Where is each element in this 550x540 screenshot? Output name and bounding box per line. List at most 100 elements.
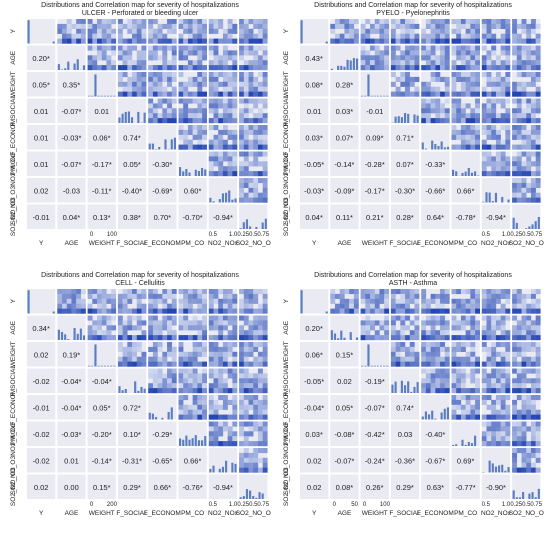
- hist2d-bin: [516, 325, 522, 331]
- hist2d-bin: [92, 325, 98, 331]
- hist2d-bin: [456, 335, 462, 341]
- hist2d-bin: [516, 289, 522, 295]
- cell-r4-c5: [178, 125, 207, 150]
- hist2d-bin: [512, 81, 518, 87]
- hist2d-bin: [243, 467, 249, 473]
- cell-r4-c2: 0.05*: [87, 395, 116, 420]
- hist2d-bin: [253, 426, 259, 432]
- hist2d-bin: [239, 368, 245, 374]
- hist2d-bin: [262, 144, 268, 150]
- hist2d-bin: [171, 330, 177, 336]
- cell-r1-c6: [208, 315, 238, 341]
- hist2d-bin: [171, 98, 177, 104]
- hist2d-bin: [495, 139, 501, 145]
- hist2d-bin: [481, 325, 487, 331]
- x-axis-label: Y: [39, 240, 44, 247]
- hist2d-bin: [516, 38, 522, 44]
- hist2d-bin: [97, 303, 102, 309]
- hist2d-bin: [440, 303, 445, 309]
- hist2d-bin: [330, 293, 336, 299]
- hist2d-bin: [253, 289, 259, 295]
- hist2d-bin: [253, 50, 259, 56]
- hist2d-bin: [257, 197, 263, 203]
- correlation-panel-cell: Distributions and Correlation map for se…: [5, 272, 275, 537]
- hist2d-bin: [491, 50, 497, 56]
- hist2d-bin: [460, 45, 466, 51]
- hist2d-bin: [248, 462, 254, 468]
- hist2d-bin: [218, 404, 224, 410]
- hist2d-bin: [208, 28, 214, 34]
- hist2d-bin: [495, 171, 501, 177]
- hist2d-bin: [183, 361, 189, 367]
- hist2d-bin: [460, 144, 466, 150]
- hist-bar: [488, 460, 491, 473]
- hist2d-bin: [495, 144, 501, 150]
- hist2d-bin: [232, 409, 238, 415]
- hist2d-bin: [141, 72, 147, 78]
- cell-r6-c4: -0.67*: [421, 448, 450, 473]
- hist2d-bin: [117, 45, 123, 51]
- hist2d-bin: [475, 325, 480, 331]
- hist2d-bin: [213, 293, 219, 299]
- hist2d-bin: [218, 166, 224, 172]
- hist2d-bin: [500, 166, 506, 172]
- hist2d-bin: [76, 28, 82, 34]
- hist2d-bin: [243, 60, 249, 66]
- hist2d-bin: [451, 118, 457, 124]
- hist2d-bin: [248, 426, 254, 432]
- hist2d-bin: [505, 421, 511, 427]
- hist2d-bin: [470, 409, 476, 415]
- hist2d-bin: [405, 81, 410, 87]
- hist2d-bin: [262, 86, 268, 92]
- hist2d-bin: [535, 192, 541, 198]
- hist2d-bin: [500, 342, 506, 348]
- hist2d-bin: [202, 289, 207, 295]
- hist2d-bin: [183, 45, 189, 51]
- hist2d-bin: [171, 108, 177, 114]
- hist2d-bin: [127, 325, 133, 331]
- hist2d-bin: [239, 399, 245, 405]
- hist2d-bin: [516, 125, 522, 131]
- hist2d-bin: [76, 33, 82, 39]
- hist2d-bin: [192, 298, 198, 304]
- correlation-value: -0.04*: [92, 377, 112, 386]
- hist2d-bin: [470, 325, 476, 331]
- hist2d-bin: [208, 65, 214, 71]
- correlation-value: -0.77*: [456, 483, 476, 492]
- hist2d-bin: [470, 65, 476, 71]
- hist2d-bin: [505, 388, 511, 394]
- cell-r6-c7: [239, 448, 268, 473]
- hist2d-bin: [435, 361, 441, 367]
- cell-r0-c4: [421, 289, 450, 314]
- hist2d-bin: [409, 50, 415, 56]
- hist2d-bin: [486, 76, 492, 82]
- hist-bar: [416, 115, 419, 123]
- hist2d-bin: [213, 50, 219, 56]
- hist2d-bin: [470, 361, 476, 367]
- hist2d-bin: [430, 65, 436, 71]
- hist2d-bin: [183, 315, 189, 321]
- hist2d-bin: [465, 33, 471, 39]
- hist2d-bin: [379, 50, 385, 56]
- hist2d-bin: [409, 351, 415, 357]
- hist2d-bin: [136, 23, 142, 29]
- hist2d-bin: [505, 335, 511, 341]
- hist2d-bin: [349, 303, 355, 309]
- hist2d-bin: [430, 50, 436, 56]
- hist2d-bin: [136, 361, 142, 367]
- cell-r0-c5: [178, 289, 207, 314]
- hist2d-bin: [470, 118, 476, 124]
- hist2d-bin: [248, 361, 254, 367]
- hist2d-bin: [232, 139, 238, 145]
- hist2d-bin: [451, 325, 457, 331]
- hist-bar: [239, 497, 242, 499]
- hist-bar: [440, 141, 443, 150]
- hist2d-bin: [500, 320, 506, 326]
- hist2d-bin: [202, 325, 207, 331]
- hist2d-bin: [218, 144, 224, 150]
- hist2d-bin: [374, 19, 380, 25]
- hist2d-bin: [405, 308, 410, 314]
- hist2d-bin: [122, 303, 128, 309]
- hist2d-bin: [122, 91, 128, 97]
- hist2d-bin: [395, 298, 401, 304]
